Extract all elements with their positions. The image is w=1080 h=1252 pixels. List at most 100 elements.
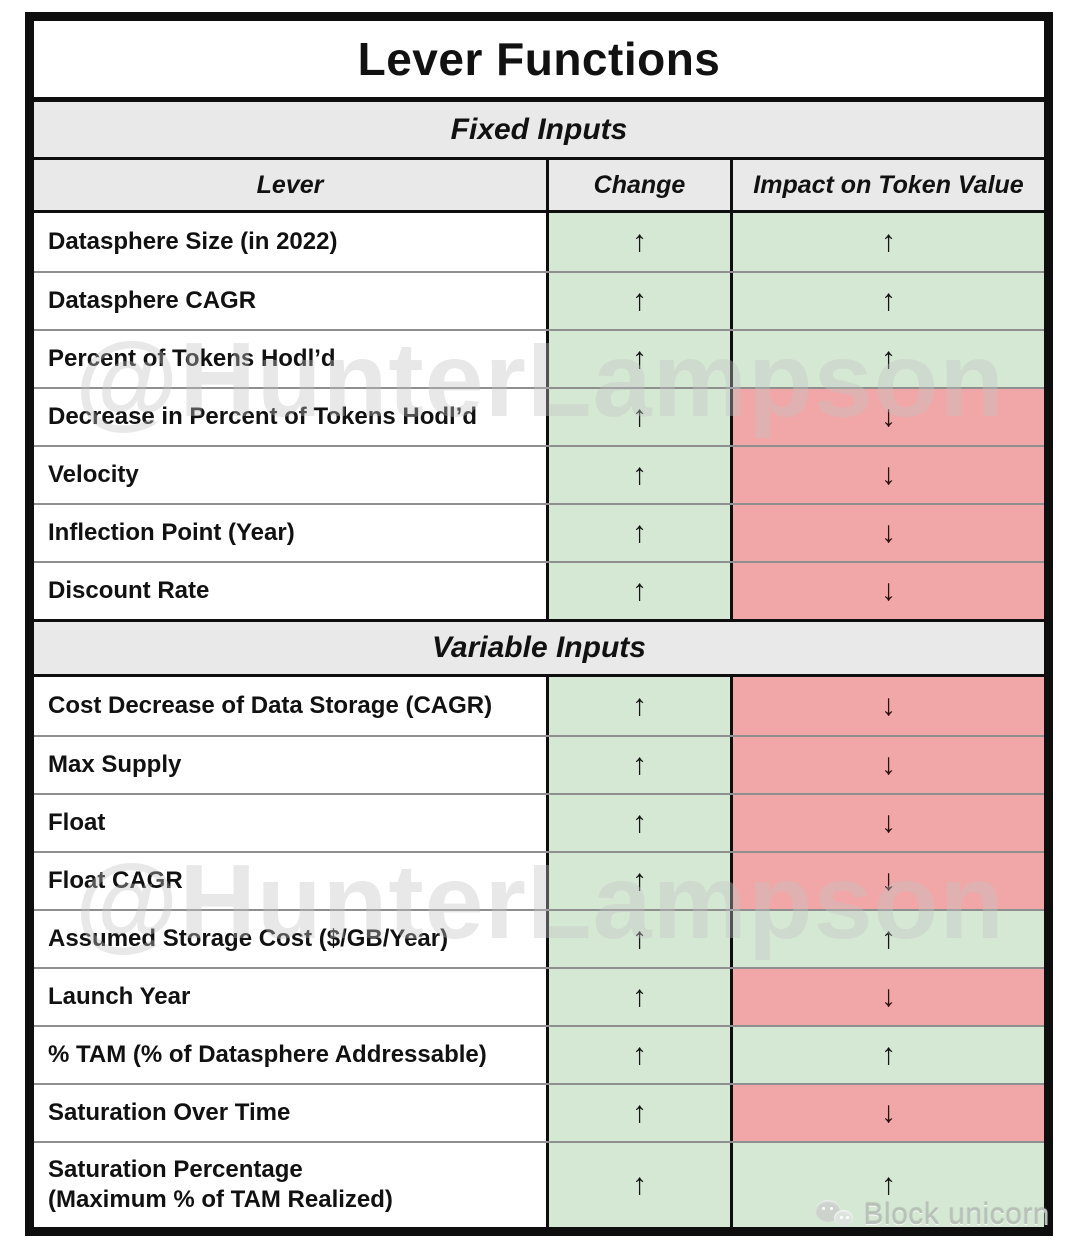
down-arrow-icon: ↓ (881, 1096, 896, 1129)
section-header-fixed-inputs: Fixed Inputs (34, 102, 1044, 160)
table-row: Assumed Storage Cost ($/GB/Year) ↑ ↑ (34, 909, 1044, 967)
impact-cell: ↓ (733, 563, 1044, 619)
column-header-change: Change (546, 160, 733, 210)
impact-cell: ↓ (733, 795, 1044, 851)
down-arrow-icon: ↓ (881, 748, 896, 781)
variable-inputs-rows: Cost Decrease of Data Storage (CAGR) ↑ ↓ Ma… (34, 677, 1044, 1227)
up-arrow-icon: ↑ (632, 1096, 647, 1129)
change-cell: ↑ (546, 389, 733, 445)
change-cell: ↑ (546, 563, 733, 619)
page-title: Lever Functions (357, 33, 721, 85)
impact-cell: ↓ (733, 737, 1044, 793)
impact-cell: ↓ (733, 447, 1044, 503)
impact-cell: ↓ (733, 389, 1044, 445)
table-row: % TAM (% of Datasphere Addressable) ↑ ↑ (34, 1025, 1044, 1083)
lever-cell: Velocity (34, 447, 546, 503)
up-arrow-icon: ↑ (632, 1168, 647, 1201)
lever-cell: Saturation Percentage (Maximum % of TAM … (34, 1143, 546, 1227)
column-header-impact: Impact on Token Value (753, 170, 1024, 199)
down-arrow-icon: ↓ (881, 574, 896, 607)
change-cell: ↑ (546, 273, 733, 329)
change-cell: ↑ (546, 1085, 733, 1141)
table-row: Float CAGR ↑ ↓ (34, 851, 1044, 909)
down-arrow-icon: ↓ (881, 864, 896, 897)
up-arrow-icon: ↑ (881, 1168, 896, 1201)
lever-cell: Inflection Point (Year) (34, 505, 546, 561)
up-arrow-icon: ↑ (881, 225, 896, 258)
change-cell: ↑ (546, 505, 733, 561)
table-row: Saturation Percentage (Maximum % of TAM … (34, 1141, 1044, 1227)
table-row: Cost Decrease of Data Storage (CAGR) ↑ ↓ (34, 677, 1044, 735)
table-row: Max Supply ↑ ↓ (34, 735, 1044, 793)
lever-functions-table: Lever Functions Fixed Inputs Lever Chang… (25, 12, 1053, 1236)
table-row: Datasphere Size (in 2022) ↑ ↑ (34, 213, 1044, 271)
change-cell: ↑ (546, 447, 733, 503)
lever-cell: % TAM (% of Datasphere Addressable) (34, 1027, 546, 1083)
section-label: Fixed Inputs (450, 112, 628, 146)
column-header-lever: Lever (256, 170, 324, 199)
table-row: Launch Year ↑ ↓ (34, 967, 1044, 1025)
lever-cell: Datasphere CAGR (34, 273, 546, 329)
impact-cell: ↑ (733, 331, 1044, 387)
up-arrow-icon: ↑ (632, 922, 647, 955)
up-arrow-icon: ↑ (632, 806, 647, 839)
table-row: Velocity ↑ ↓ (34, 445, 1044, 503)
up-arrow-icon: ↑ (881, 284, 896, 317)
section-header-variable-inputs: Variable Inputs (34, 619, 1044, 677)
lever-cell: Assumed Storage Cost ($/GB/Year) (34, 911, 546, 967)
down-arrow-icon: ↓ (881, 980, 896, 1013)
impact-cell: ↓ (733, 1085, 1044, 1141)
up-arrow-icon: ↑ (881, 342, 896, 375)
down-arrow-icon: ↓ (881, 689, 896, 722)
up-arrow-icon: ↑ (632, 400, 647, 433)
lever-cell: Max Supply (34, 737, 546, 793)
down-arrow-icon: ↓ (881, 400, 896, 433)
impact-cell: ↓ (733, 505, 1044, 561)
up-arrow-icon: ↑ (632, 284, 647, 317)
lever-cell: Discount Rate (34, 563, 546, 619)
up-arrow-icon: ↑ (632, 225, 647, 258)
up-arrow-icon: ↑ (632, 516, 647, 549)
change-cell: ↑ (546, 795, 733, 851)
table-title-row: Lever Functions (34, 21, 1044, 97)
change-cell: ↑ (546, 969, 733, 1025)
up-arrow-icon: ↑ (632, 864, 647, 897)
up-arrow-icon: ↑ (881, 922, 896, 955)
lever-cell: Decrease in Percent of Tokens Hodl’d (34, 389, 546, 445)
lever-cell: Launch Year (34, 969, 546, 1025)
up-arrow-icon: ↑ (632, 342, 647, 375)
change-cell: ↑ (546, 911, 733, 967)
lever-cell: Float CAGR (34, 853, 546, 909)
up-arrow-icon: ↑ (632, 574, 647, 607)
table-row: Percent of Tokens Hodl’d ↑ ↑ (34, 329, 1044, 387)
lever-cell: Percent of Tokens Hodl’d (34, 331, 546, 387)
table-row: Saturation Over Time ↑ ↓ (34, 1083, 1044, 1141)
change-cell: ↑ (546, 331, 733, 387)
change-cell: ↑ (546, 213, 733, 271)
up-arrow-icon: ↑ (632, 748, 647, 781)
up-arrow-icon: ↑ (632, 980, 647, 1013)
table-row: Float ↑ ↓ (34, 793, 1044, 851)
change-cell: ↑ (546, 1027, 733, 1083)
down-arrow-icon: ↓ (881, 806, 896, 839)
title-divider (34, 97, 1044, 102)
change-cell: ↑ (546, 677, 733, 735)
column-header-row: Lever Change Impact on Token Value (34, 160, 1044, 213)
impact-cell: ↑ (733, 911, 1044, 967)
down-arrow-icon: ↓ (881, 516, 896, 549)
impact-cell: ↑ (733, 1143, 1044, 1227)
up-arrow-icon: ↑ (632, 458, 647, 491)
up-arrow-icon: ↑ (632, 1038, 647, 1071)
table-row: Inflection Point (Year) ↑ ↓ (34, 503, 1044, 561)
lever-cell: Cost Decrease of Data Storage (CAGR) (34, 677, 546, 735)
table-row: Datasphere CAGR ↑ ↑ (34, 271, 1044, 329)
impact-cell: ↑ (733, 273, 1044, 329)
change-cell: ↑ (546, 1143, 733, 1227)
change-cell: ↑ (546, 737, 733, 793)
lever-cell: Datasphere Size (in 2022) (34, 213, 546, 271)
fixed-inputs-rows: Datasphere Size (in 2022) ↑ ↑ Datasphere CA… (34, 213, 1044, 619)
lever-cell: Saturation Over Time (34, 1085, 546, 1141)
section-label: Variable Inputs (432, 631, 646, 664)
down-arrow-icon: ↓ (881, 458, 896, 491)
